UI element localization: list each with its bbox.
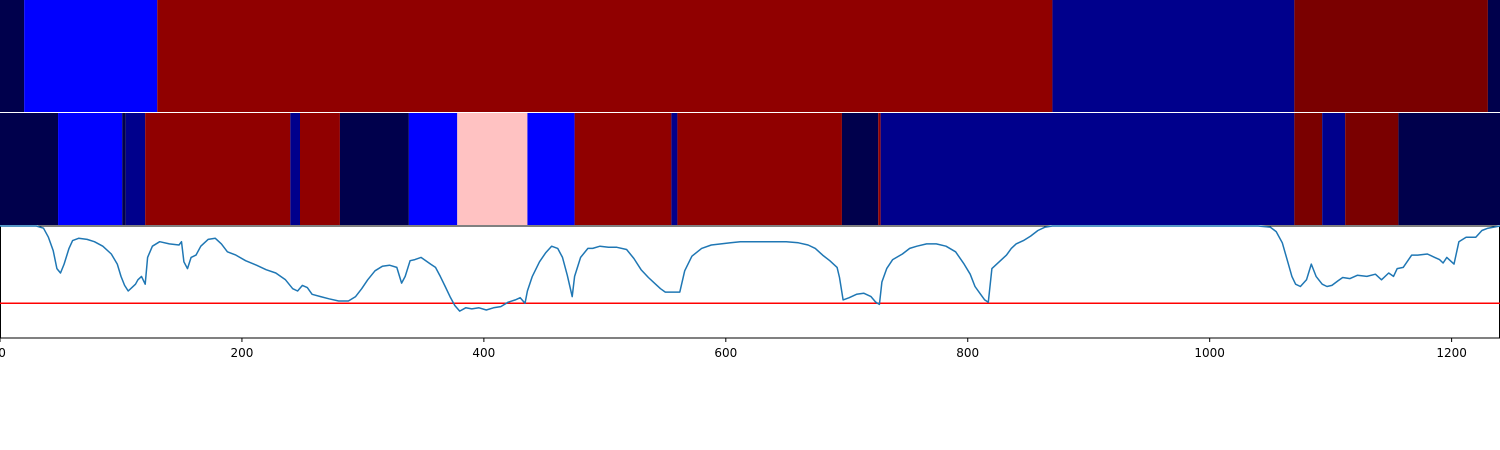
line-panel [0,225,1500,339]
heatmap-segment [1294,0,1488,112]
heatmap-rows [0,0,1500,225]
heatmap-segment [300,113,340,225]
heatmap-segment [1345,113,1399,225]
heatmap-segment [157,0,1053,112]
heatmap-segment [0,0,25,112]
heatmap-segment [574,113,672,225]
x-tick-label: 600 [714,346,737,360]
x-axis: 0 200 400 600 800 1000 1200 [0,338,1467,360]
heatmap-segment [408,113,458,225]
heatmap-segment [24,0,158,112]
heatmap-segment [880,113,1295,225]
heatmap-segment [527,113,575,225]
x-tick-label: 1200 [1436,346,1467,360]
heatmap-segment [0,113,59,225]
heatmap-segment [671,113,678,225]
heatmap-row-2 [0,113,1500,225]
series-line [0,225,1500,312]
heatmap-segment [1294,113,1323,225]
heatmap-row-1 [0,0,1500,112]
x-tick-label: 200 [230,346,253,360]
heatmap-segment [878,113,881,225]
x-tick-label: 0 [0,346,6,360]
heatmap-segment [1052,0,1295,112]
heatmap-segment [1487,0,1500,112]
x-tick-label: 1000 [1194,346,1225,360]
heatmap-segment [145,113,291,225]
heatmap-segment [290,113,300,225]
heatmap-segment [122,113,126,225]
heatmap-segment [677,113,842,225]
heatmap-segment [1322,113,1346,225]
heatmap-segment [339,113,409,225]
line-plot-frame [0,225,1500,339]
x-tick-label: 800 [956,346,979,360]
heatmap-segment [58,113,123,225]
heatmap-segment [457,113,528,225]
heatmap-segment [125,113,146,225]
heatmap-segment [1398,113,1500,225]
heatmap-segment [841,113,879,225]
x-tick-label: 400 [472,346,495,360]
